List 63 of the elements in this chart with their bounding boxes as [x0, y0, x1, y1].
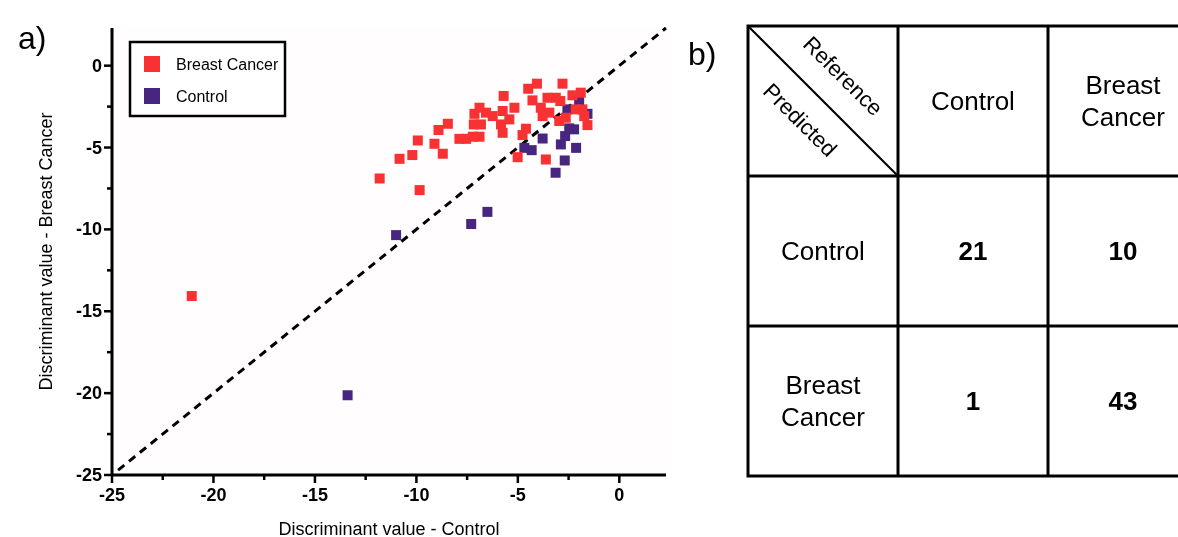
- text: a): [18, 20, 47, 56]
- point: [407, 150, 418, 161]
- point: [569, 124, 580, 135]
- point: [482, 206, 493, 217]
- data-label: 21: [958, 236, 988, 266]
- text: b): [688, 36, 717, 72]
- point: [512, 152, 523, 163]
- point: [537, 133, 548, 144]
- point: [391, 230, 402, 241]
- point: [433, 125, 444, 136]
- x-tick-label: -25: [98, 485, 126, 505]
- point: [497, 106, 508, 117]
- y-axis-title: Discriminant value - Breast Cancer: [36, 112, 56, 391]
- point: [429, 138, 440, 149]
- y-tick-label: -25: [75, 465, 102, 485]
- x-tick-label: -5: [509, 485, 526, 505]
- point: [544, 107, 555, 118]
- point: [466, 218, 477, 229]
- point: [567, 90, 578, 101]
- point: [531, 78, 542, 89]
- point: [498, 90, 509, 101]
- point: [560, 112, 571, 123]
- point: [559, 155, 570, 166]
- point: [540, 154, 551, 165]
- data-label: 43: [1108, 386, 1138, 416]
- x-axis-title: Discriminant value - Control: [278, 519, 500, 537]
- x-tick-label: 0: [614, 485, 625, 505]
- point: [412, 135, 423, 146]
- point: [394, 153, 405, 164]
- point: [520, 123, 531, 134]
- point: [504, 114, 515, 125]
- x-tick-label: -20: [200, 485, 227, 505]
- point: [557, 78, 568, 89]
- point: [474, 131, 485, 142]
- point: [555, 96, 566, 107]
- point: [487, 111, 498, 122]
- y-tick-label: -15: [75, 301, 102, 322]
- legend-label: Breast Cancer: [176, 55, 279, 73]
- point: [523, 83, 534, 94]
- point: [526, 145, 537, 156]
- point: [542, 92, 553, 103]
- point: [582, 120, 593, 131]
- data-label: 10: [1108, 236, 1138, 266]
- data-label: 1: [965, 386, 981, 416]
- point: [414, 185, 425, 196]
- point: [571, 142, 582, 153]
- point: [575, 87, 586, 98]
- point: [527, 95, 538, 106]
- point: [550, 167, 561, 178]
- y-tick-label: -5: [85, 137, 102, 158]
- y-tick-label: 0: [91, 55, 102, 76]
- point: [342, 390, 353, 401]
- x-tick-label: -15: [301, 485, 328, 505]
- point: [442, 118, 453, 129]
- point: [374, 173, 385, 184]
- point: [475, 119, 486, 130]
- point: [497, 127, 508, 138]
- point: [509, 102, 520, 113]
- point: [437, 148, 448, 159]
- y-tick-label: -20: [75, 383, 102, 404]
- x-tick-label: -10: [403, 485, 430, 505]
- y-tick-label: -10: [75, 219, 102, 240]
- point: [186, 291, 197, 302]
